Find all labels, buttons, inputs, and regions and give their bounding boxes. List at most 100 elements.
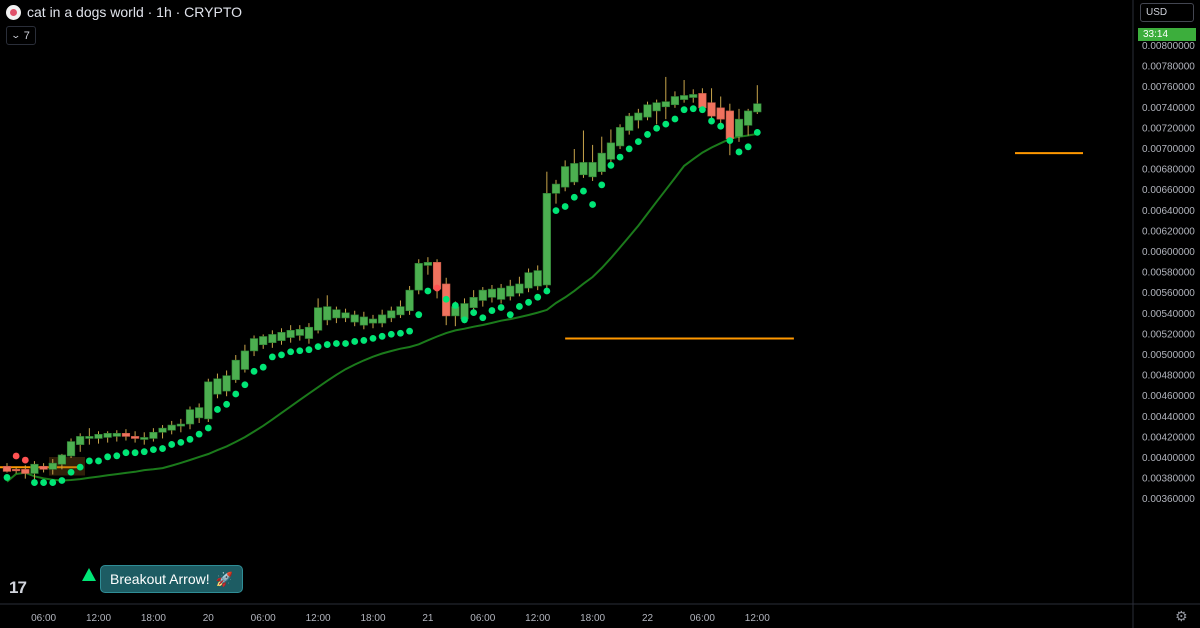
sar-dot bbox=[406, 327, 413, 335]
breakout-arrow-label[interactable]: Breakout Arrow! 🚀 bbox=[100, 565, 244, 593]
x-tick-label: 06:00 bbox=[251, 613, 276, 624]
candle-body bbox=[103, 433, 112, 438]
sar-dot bbox=[424, 287, 432, 295]
trend-line bbox=[6, 132, 758, 483]
sar-dot bbox=[21, 456, 29, 464]
sar-dot bbox=[177, 439, 185, 446]
candle-body bbox=[387, 310, 396, 319]
y-tick-label: 0.00580000 bbox=[1142, 268, 1195, 279]
sar-dot bbox=[689, 105, 697, 113]
sar-dot bbox=[451, 302, 459, 309]
sar-dot bbox=[552, 207, 560, 215]
sar-dot bbox=[67, 468, 75, 476]
candle-body bbox=[561, 166, 570, 188]
candle-body bbox=[542, 193, 551, 286]
sar-dot bbox=[570, 193, 578, 201]
x-tick-label: 06:00 bbox=[31, 613, 56, 624]
sar-dot bbox=[387, 330, 395, 338]
candle-body bbox=[689, 94, 698, 98]
x-tick-label: 18:00 bbox=[580, 613, 605, 624]
sar-dot bbox=[497, 304, 505, 311]
candle-body bbox=[661, 101, 670, 108]
sar-dot bbox=[223, 400, 231, 408]
sar-dot bbox=[461, 316, 468, 324]
candle-body bbox=[131, 436, 140, 439]
sar-dot bbox=[753, 128, 761, 136]
candle-body bbox=[734, 118, 744, 137]
rocket-icon: 🚀 bbox=[215, 570, 234, 587]
sar-dot bbox=[58, 477, 66, 484]
sar-dot bbox=[369, 334, 377, 342]
x-tick-label: 06:00 bbox=[470, 613, 495, 624]
candle-body bbox=[570, 163, 579, 183]
sar-dot bbox=[543, 287, 551, 295]
breakout-arrow-icon bbox=[82, 568, 96, 581]
x-tick-label: 12:00 bbox=[86, 613, 111, 624]
candle-body bbox=[66, 441, 76, 457]
sar-dot bbox=[186, 435, 194, 443]
x-tick-label: 22 bbox=[642, 613, 654, 624]
y-tick-label: 0.00500000 bbox=[1142, 350, 1195, 361]
candle-body bbox=[323, 306, 332, 321]
sar-dot bbox=[104, 453, 112, 461]
candle-body bbox=[204, 381, 213, 420]
candle-body bbox=[268, 334, 277, 343]
candle-body bbox=[744, 110, 753, 126]
sar-dot bbox=[342, 340, 349, 347]
candle-body bbox=[524, 272, 533, 289]
x-tick-label: 06:00 bbox=[690, 613, 715, 624]
candle-body bbox=[185, 409, 195, 425]
y-tick-label: 0.00400000 bbox=[1142, 453, 1195, 464]
y-tick-label: 0.00620000 bbox=[1142, 226, 1195, 237]
sar-dot bbox=[525, 298, 532, 306]
candle-body bbox=[350, 314, 359, 323]
candle-body bbox=[396, 306, 405, 316]
sar-dot bbox=[95, 457, 102, 465]
sar-dot bbox=[671, 115, 679, 123]
sar-dot bbox=[113, 452, 121, 460]
y-tick-label: 0.00660000 bbox=[1142, 185, 1195, 196]
currency-selector[interactable]: USD bbox=[1140, 3, 1194, 22]
sar-dot bbox=[305, 346, 313, 354]
y-tick-label: 0.00540000 bbox=[1142, 309, 1195, 320]
currency-label: USD bbox=[1146, 7, 1168, 18]
candle-body bbox=[579, 162, 588, 176]
y-tick-label: 0.00440000 bbox=[1142, 412, 1195, 423]
y-tick-label: 0.00420000 bbox=[1142, 432, 1195, 443]
x-tick-label: 12:00 bbox=[306, 613, 331, 624]
candle-body bbox=[551, 183, 561, 194]
candle-body bbox=[368, 318, 378, 324]
sar-dot bbox=[323, 341, 331, 348]
chart-header: cat in a dogs world · 1h · CRYPTO bbox=[6, 4, 242, 20]
candle-body bbox=[478, 289, 487, 301]
sar-dot bbox=[204, 424, 212, 432]
sar-dot bbox=[214, 406, 221, 413]
candle-body bbox=[12, 469, 21, 472]
candle-body bbox=[606, 142, 615, 160]
sar-dot bbox=[479, 314, 487, 322]
sar-dot bbox=[680, 106, 688, 114]
candle-body bbox=[85, 436, 94, 439]
candle-body bbox=[625, 115, 634, 131]
y-tick-label: 0.00680000 bbox=[1142, 165, 1195, 176]
candle-body bbox=[405, 289, 414, 312]
sar-dot bbox=[506, 311, 514, 319]
sar-dot bbox=[150, 446, 157, 454]
candle-body bbox=[359, 316, 368, 326]
sar-dot bbox=[470, 309, 478, 317]
tradingview-logo[interactable]: 17 bbox=[9, 578, 27, 597]
y-tick-label: 0.00360000 bbox=[1142, 494, 1195, 505]
sar-dot bbox=[40, 479, 47, 486]
indicators-collapse-button[interactable]: ⌄ 7 bbox=[6, 26, 36, 45]
sar-dot bbox=[351, 338, 359, 345]
symbol-title[interactable]: cat in a dogs world · 1h · CRYPTO bbox=[27, 4, 243, 20]
candle-body bbox=[39, 465, 48, 470]
sar-dot bbox=[634, 138, 642, 146]
sar-dot bbox=[607, 161, 615, 169]
y-tick-label: 0.00460000 bbox=[1142, 391, 1195, 402]
candle-body bbox=[698, 93, 707, 109]
candle-body bbox=[176, 423, 185, 427]
settings-gear-icon[interactable]: ⚙ bbox=[1175, 608, 1188, 624]
sar-dot bbox=[708, 117, 715, 125]
